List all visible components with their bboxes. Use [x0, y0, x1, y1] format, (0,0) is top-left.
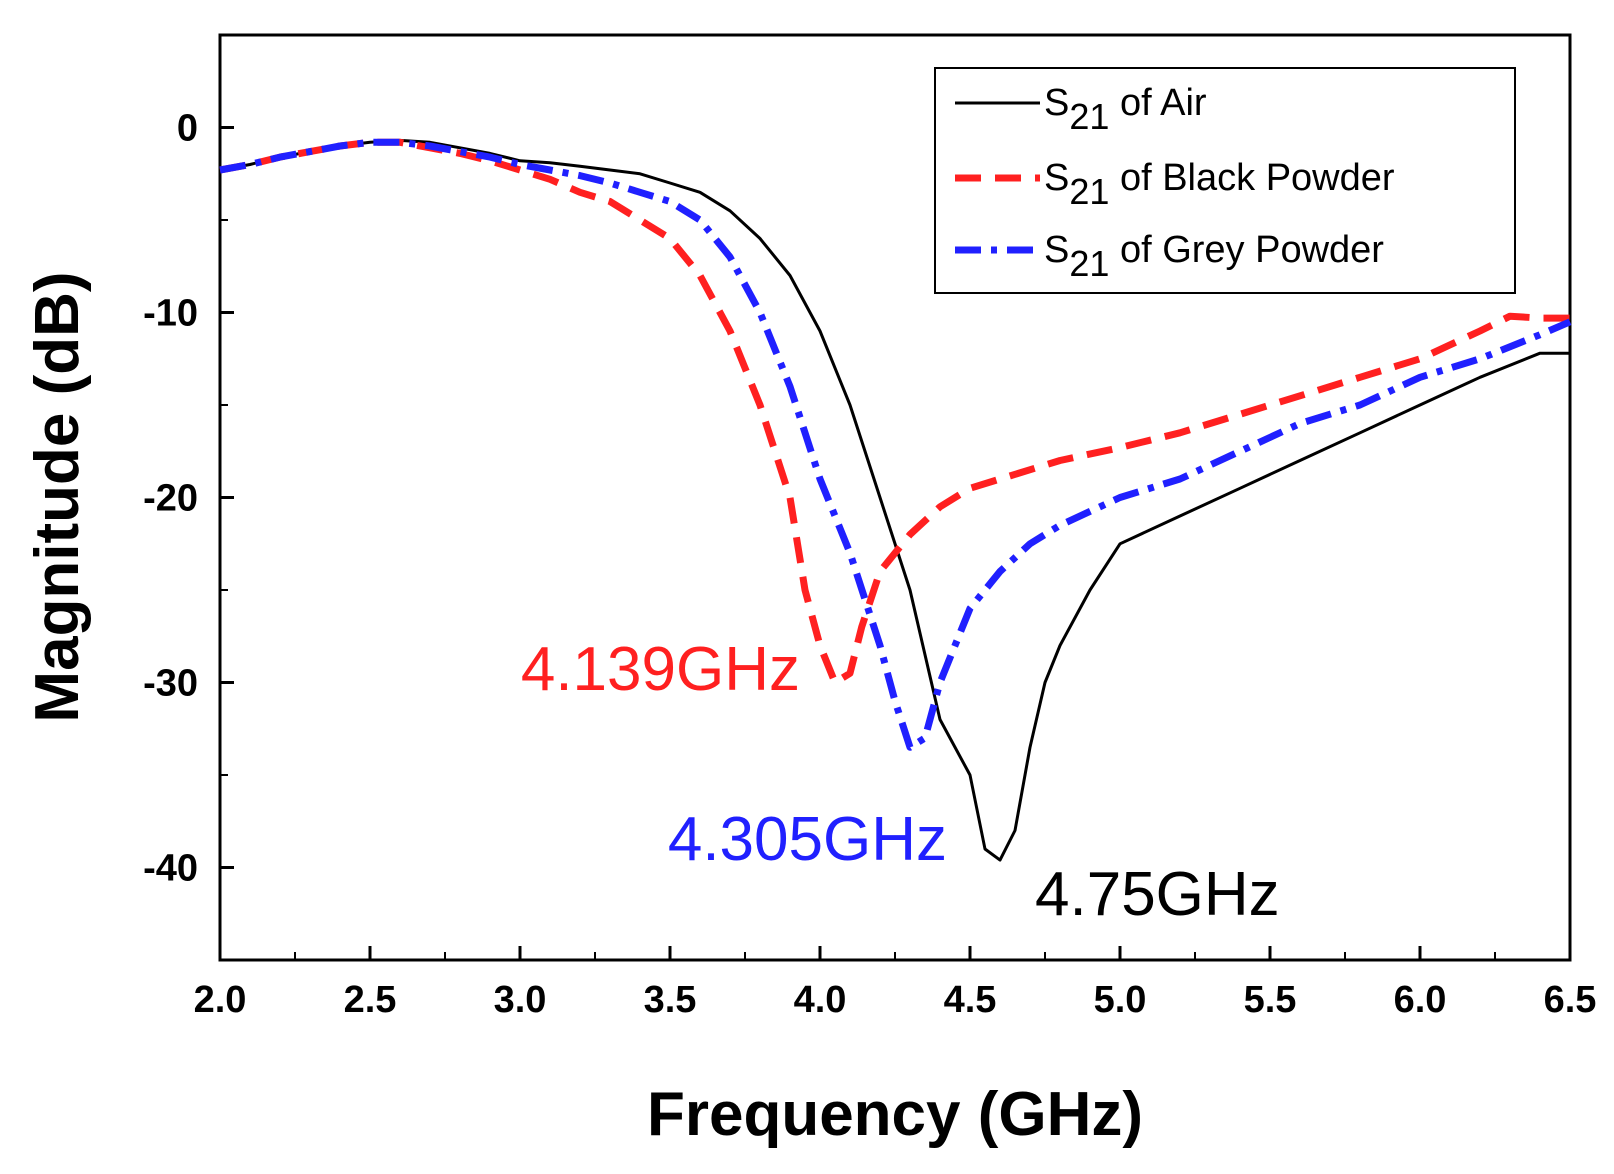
y-tick-label: -30 [143, 663, 198, 705]
annotations: 4.139GHz 4.305GHz 4.75GHz [521, 635, 1280, 929]
x-tick-label: 4.5 [944, 979, 997, 1021]
series-layer [219, 138, 1572, 862]
annotation-1: 4.305GHz [668, 805, 947, 874]
legend-label-0: S21 of Air [1044, 82, 1207, 137]
y-axis-ticks: 0 -10 -20 -30 -40 [143, 34, 234, 961]
legend-label-2: S21 of Grey Powder [1044, 229, 1384, 284]
legend-box [934, 67, 1516, 294]
x-axis-title: Frequency (GHz) [647, 1080, 1143, 1149]
y-tick-label: -40 [143, 848, 198, 890]
y-axis-title: Magnitude (dB) [23, 271, 92, 722]
x-tick-label: 5.5 [1244, 979, 1297, 1021]
x-tick-label: 6.0 [1394, 979, 1447, 1021]
series-line-2 [219, 138, 1572, 751]
series-line-0 [219, 138, 1570, 862]
x-tick-label: 2.0 [194, 979, 247, 1021]
annotation-2: 4.75GHz [1035, 860, 1280, 929]
legend-label-1: S21 of Black Powder [1044, 157, 1395, 212]
y-tick-label: 0 [177, 108, 198, 150]
legend: S21 of Air S21 of Black Powder S21 of Grey… [934, 67, 1516, 294]
annotation-0: 4.139GHz [521, 635, 800, 704]
x-tick-label: 5.0 [1094, 979, 1147, 1021]
x-tick-label: 2.5 [344, 979, 397, 1021]
series-line-1 [219, 138, 1570, 686]
x-tick-label: 6.5 [1544, 979, 1597, 1021]
x-tick-label: 4.0 [794, 979, 847, 1021]
y-tick-label: -10 [143, 293, 198, 335]
y-tick-label: -20 [143, 478, 198, 520]
x-tick-label: 3.0 [494, 979, 547, 1021]
x-tick-label: 3.5 [644, 979, 697, 1021]
x-axis-ticks: 2.0 2.5 3.0 3.5 4.0 4.5 5.0 5.5 6.0 6.5 [194, 946, 1597, 1021]
